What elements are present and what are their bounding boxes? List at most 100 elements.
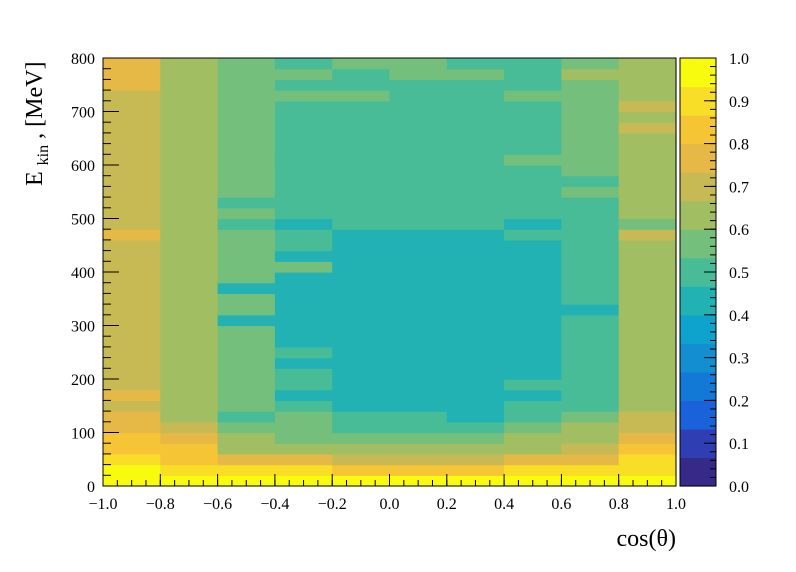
heatmap-cell — [446, 304, 505, 316]
heatmap-cell — [618, 218, 677, 230]
heatmap-cell — [389, 314, 448, 327]
heatmap-cell — [217, 282, 276, 294]
heatmap-cell — [618, 207, 677, 220]
heatmap-cell — [504, 421, 562, 434]
heatmap-cell — [217, 132, 276, 145]
heatmap-cell — [274, 443, 333, 455]
heatmap-cell — [446, 229, 505, 241]
heatmap-cell — [561, 453, 620, 466]
heatmap-cell — [561, 239, 620, 252]
heatmap-cell — [274, 411, 333, 423]
heatmap-cell — [618, 68, 677, 80]
heatmap-cell — [504, 68, 562, 80]
heatmap-cell — [389, 79, 448, 91]
heatmap-cell — [618, 229, 677, 241]
heatmap-cell — [217, 379, 276, 391]
heatmap-cell — [504, 336, 562, 348]
heatmap-cell — [561, 336, 620, 348]
heatmap-cell — [332, 58, 391, 70]
heatmap-cell — [217, 346, 276, 359]
heatmap-cell — [160, 197, 219, 209]
heatmap-cell — [103, 389, 161, 401]
heatmap-cell — [618, 90, 677, 102]
heatmap-cell — [561, 443, 620, 455]
heatmap-cell — [332, 389, 391, 401]
heatmap-cell — [217, 325, 276, 337]
heatmap-cell — [160, 165, 219, 177]
heatmap-cell — [618, 304, 677, 316]
heatmap-cell — [274, 368, 333, 380]
heatmap-cell — [160, 261, 219, 273]
heatmap-cell — [332, 453, 391, 466]
heatmap-cell — [160, 186, 219, 198]
heatmap-cell — [160, 432, 219, 444]
heatmap-cell — [160, 453, 219, 466]
heatmap-cell — [561, 79, 620, 91]
heatmap-cell — [389, 165, 448, 177]
heatmap-cell — [217, 272, 276, 284]
heatmap-cell — [446, 111, 505, 123]
heatmap-cell — [561, 143, 620, 155]
heatmap-cell — [217, 79, 276, 91]
heatmap-cell — [332, 368, 391, 380]
heatmap-cell — [274, 165, 333, 177]
heatmap-cell — [217, 197, 276, 209]
x-tick-label: −0.4 — [260, 496, 289, 513]
heatmap-cell — [389, 346, 448, 359]
heatmap-cell — [160, 357, 219, 369]
heatmap-cell — [160, 293, 219, 305]
heatmap-cell — [504, 229, 562, 241]
heatmap-cell — [160, 379, 219, 391]
heatmap-cell — [217, 368, 276, 380]
heatmap-cell — [160, 239, 219, 252]
heatmap-cell — [160, 79, 219, 91]
heatmap-cell — [217, 58, 276, 70]
heatmap-cell — [217, 421, 276, 434]
heatmap-cell — [217, 175, 276, 187]
heatmap-cell — [274, 100, 333, 113]
heatmap-cell — [504, 325, 562, 337]
heatmap-cell — [618, 432, 677, 444]
heatmap-cell — [446, 389, 505, 401]
heatmap-cell — [618, 175, 677, 187]
y-axis-title-unit: , [MeV] — [22, 62, 48, 139]
heatmap-cell — [561, 111, 620, 123]
heatmap-cell — [160, 304, 219, 316]
heatmap-cell — [217, 464, 276, 476]
heatmap-cell — [217, 304, 276, 316]
x-tick-label: 0.0 — [380, 496, 400, 513]
heatmap-cell — [332, 421, 391, 434]
heatmap-cell — [160, 272, 219, 284]
heatmap-cell — [332, 336, 391, 348]
heatmap-cell — [618, 132, 677, 145]
heatmap-cell — [389, 261, 448, 273]
color-bar-tick-label: 0.4 — [729, 308, 749, 325]
heatmap-cell — [561, 282, 620, 294]
heatmap-cell — [160, 229, 219, 241]
heatmap-cell — [446, 346, 505, 359]
heatmap-cell — [618, 100, 677, 113]
heatmap-cell — [332, 100, 391, 113]
heatmap-cell — [103, 357, 161, 369]
heatmap-cell — [274, 186, 333, 198]
x-axis-title: cos(θ) — [617, 526, 676, 552]
heatmap-cell — [389, 143, 448, 155]
heatmap-cell — [274, 111, 333, 123]
color-bar-tick-label: 0.6 — [729, 222, 749, 239]
x-tick-label: 0.8 — [609, 496, 629, 513]
heatmap-cell — [504, 58, 562, 70]
y-tick-label: 100 — [71, 426, 95, 443]
color-bar-segment — [680, 115, 716, 145]
heatmap-cell — [332, 304, 391, 316]
heatmap-cell — [389, 368, 448, 380]
heatmap-cell — [274, 453, 333, 466]
heatmap-cell — [103, 239, 161, 252]
heatmap-cell — [274, 314, 333, 327]
y-tick-label: 600 — [71, 158, 95, 175]
heatmap-cell — [504, 368, 562, 380]
heatmap-cell — [103, 207, 161, 220]
heatmap-cell — [274, 250, 333, 262]
heatmap-cell — [103, 379, 161, 391]
heatmap-cell — [103, 90, 161, 102]
heatmap-cell — [446, 186, 505, 198]
